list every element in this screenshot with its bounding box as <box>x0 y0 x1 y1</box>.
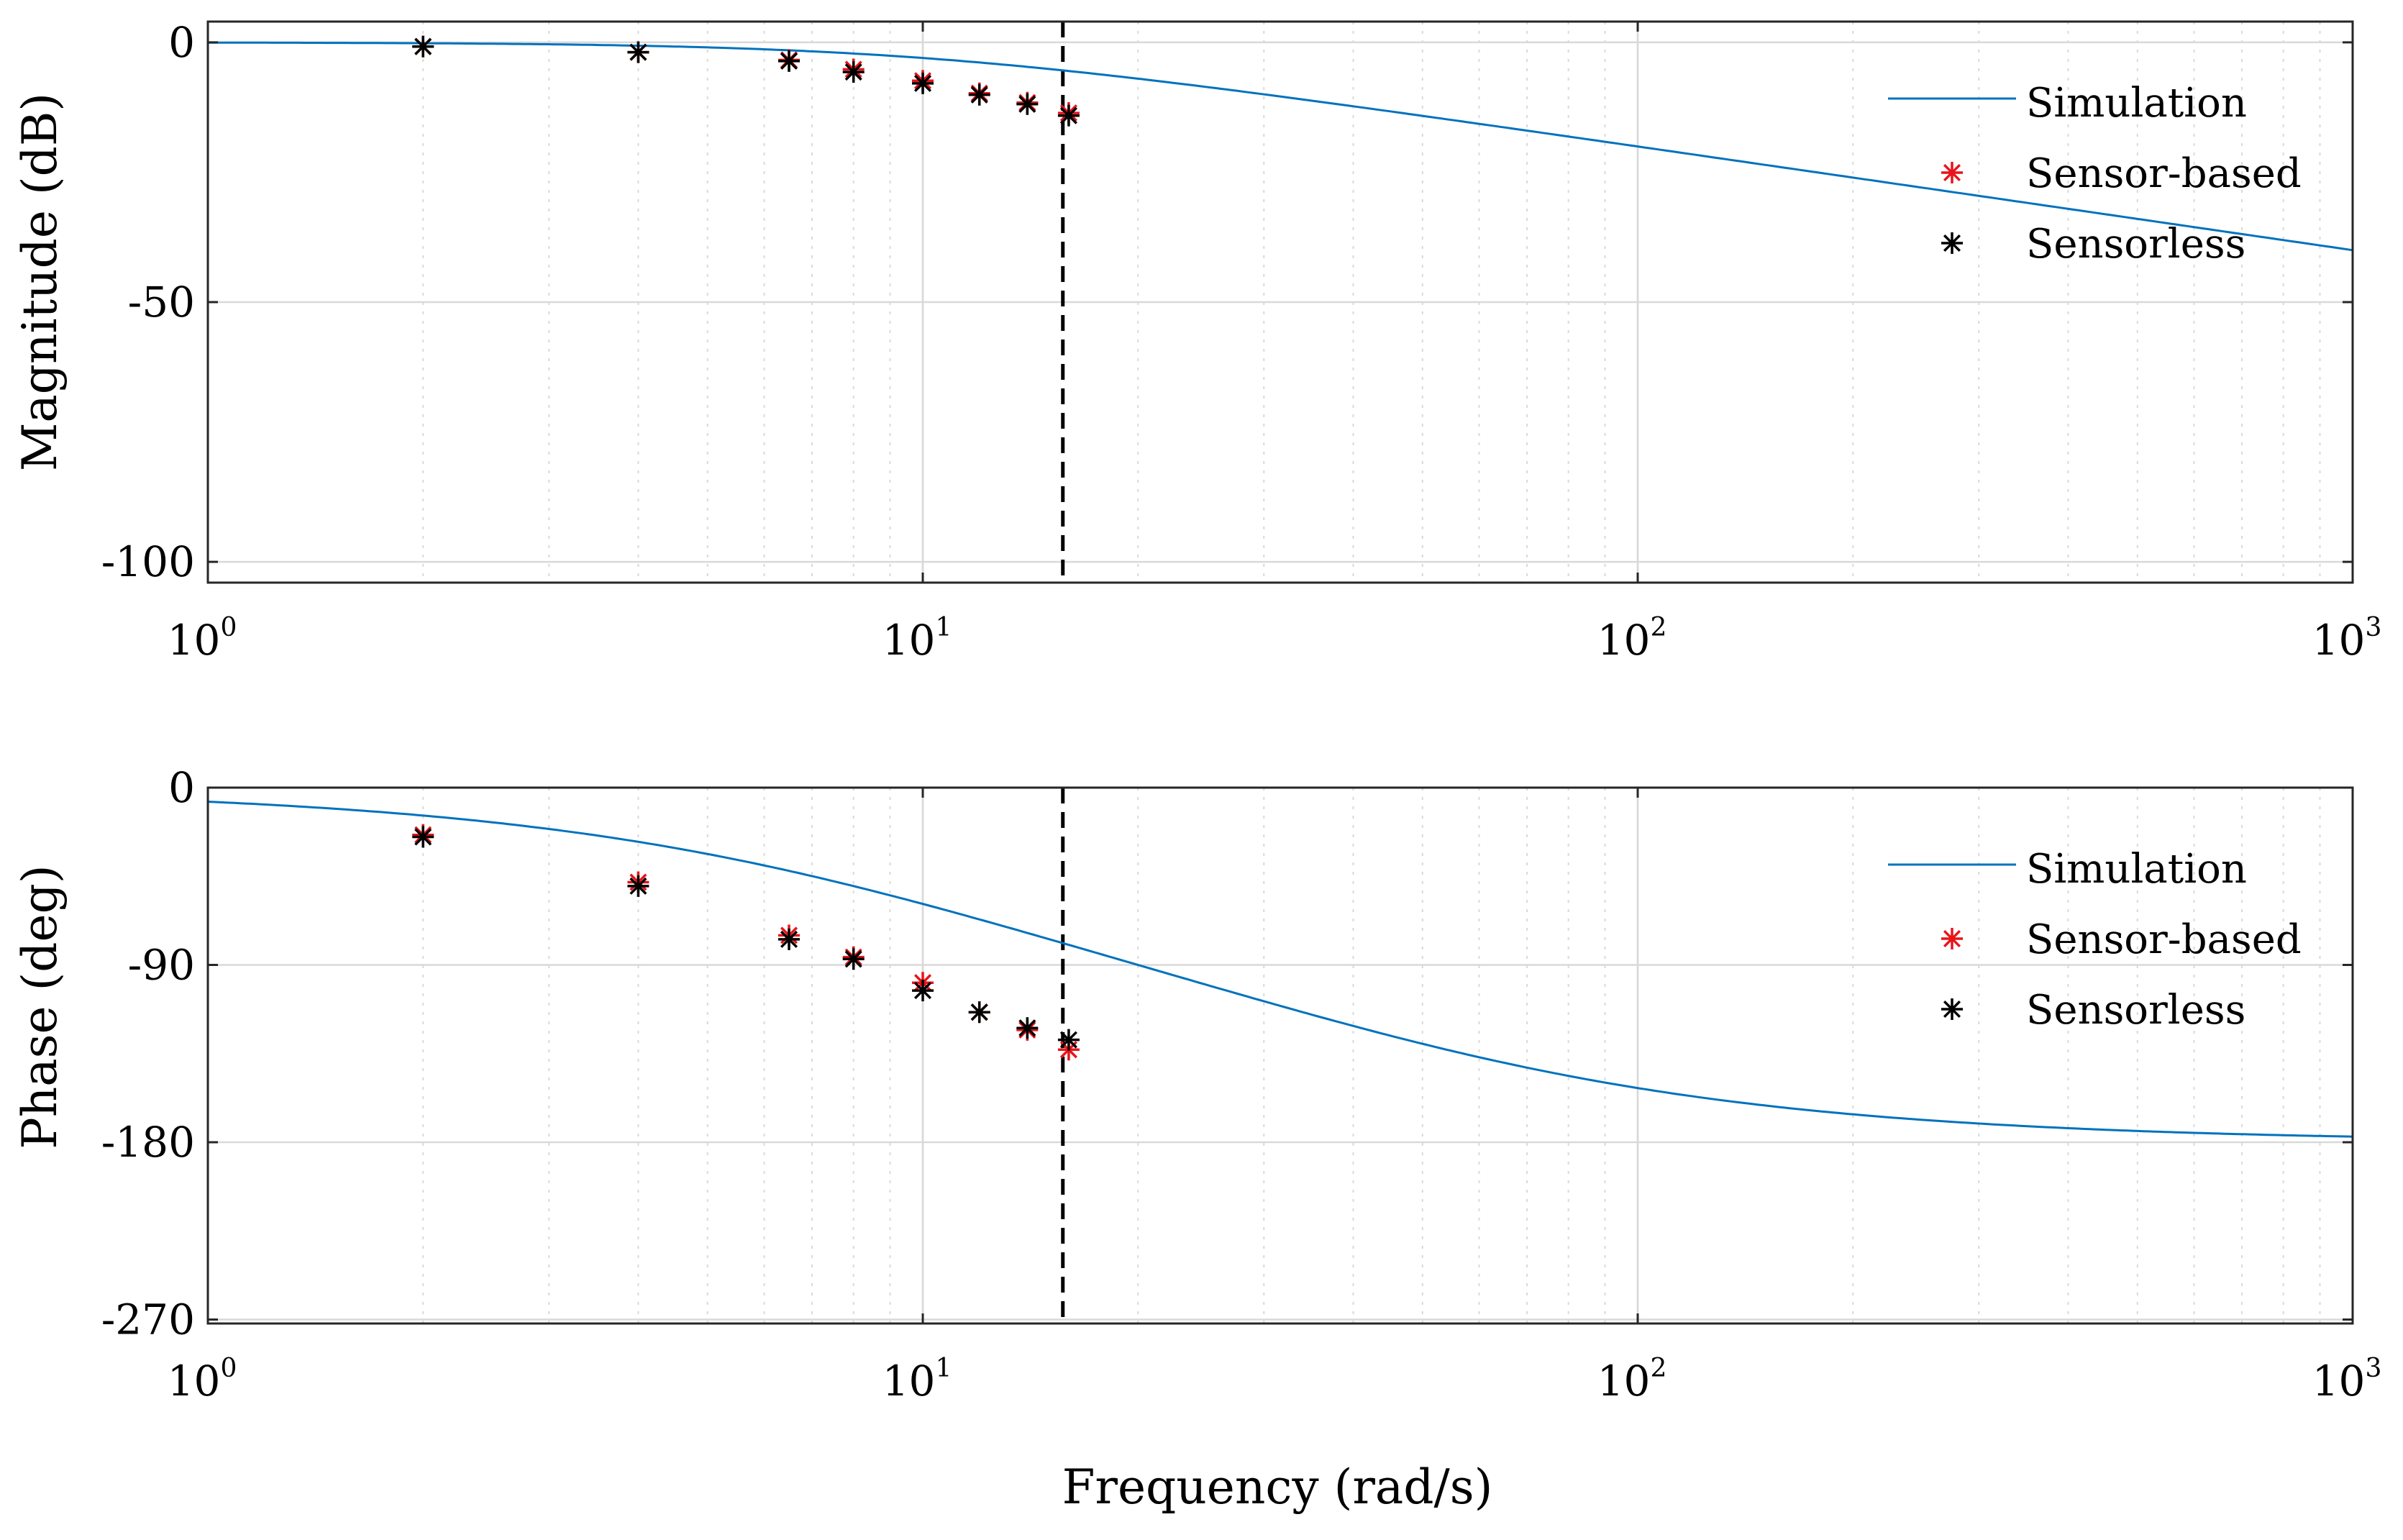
magnitude-markers <box>412 35 1080 127</box>
magnitude-grid <box>208 22 2353 583</box>
phase-y-axis-label: Phase (deg) <box>12 865 68 1149</box>
magnitude-y-tick-label: 0 <box>168 18 195 67</box>
magnitude-x-tick-base: 10 <box>168 616 221 665</box>
phase-x-tick-base: 10 <box>168 1357 221 1405</box>
phase-sensorless-point <box>627 875 649 897</box>
magnitude-x-tick-label: 103 <box>2312 613 2382 665</box>
magnitude-sensorless-point <box>778 50 800 72</box>
phase-x-tick-exponent: 3 <box>2365 1354 2381 1383</box>
magnitude-y-tick-label: -100 <box>101 537 195 586</box>
magnitude-simulation-line <box>208 41 2353 252</box>
magnitude-x-tick-base: 10 <box>2312 616 2366 665</box>
phase-sensorless-point <box>842 948 865 970</box>
phase-legend-sensor-based-label: Sensor-based <box>2026 916 2302 963</box>
magnitude-legend: Simulation Sensor-based Sensorless <box>1888 80 2302 268</box>
magnitude-x-tick-exponent: 2 <box>1650 613 1666 642</box>
magnitude-sensorless-point <box>1057 104 1080 127</box>
phase-y-tick-label: -270 <box>101 1295 195 1344</box>
magnitude-x-tick-label: 102 <box>1597 613 1667 665</box>
magnitude-x-tick-exponent: 1 <box>935 613 952 642</box>
phase-sensorless-point <box>912 980 934 1002</box>
magnitude-x-tick-base: 10 <box>883 616 936 665</box>
magnitude-simulation-curve <box>208 41 2353 252</box>
magnitude-x-tick-label: 100 <box>168 613 237 665</box>
phase-legend-sensorless-label: Sensorless <box>2026 987 2245 1034</box>
magnitude-legend-sensor-based-label: Sensor-based <box>2026 150 2302 197</box>
magnitude-x-tick-exponent: 0 <box>220 613 237 642</box>
phase-legend-sensorless-swatch <box>1941 998 1963 1020</box>
magnitude-legend-sensor-based-swatch <box>1941 162 1963 183</box>
magnitude-sensorless-point <box>627 41 649 63</box>
phase-sensorless-point <box>412 826 434 848</box>
phase-legend: Simulation Sensor-based Sensorless <box>1888 846 2302 1034</box>
magnitude-legend-simulation-label: Simulation <box>2026 80 2247 127</box>
phase-sensorless-point <box>968 1001 990 1024</box>
phase-y-tick-label: -90 <box>128 941 195 990</box>
phase-x-tick-base: 10 <box>883 1357 936 1405</box>
magnitude-y-axis-label: Magnitude (dB) <box>12 93 68 471</box>
phase-y-tick-label: -180 <box>101 1118 195 1167</box>
magnitude-sensorless-point <box>912 72 934 94</box>
magnitude-x-tick-base: 10 <box>1597 616 1651 665</box>
x-axis-label: Frequency (rad/s) <box>1062 1459 1493 1515</box>
phase-simulation-curve <box>207 801 2353 1138</box>
magnitude-legend-sensorless-label: Sensorless <box>2026 221 2245 268</box>
magnitude-legend-sensorless-swatch <box>1941 232 1963 254</box>
phase-y-tick-label: 0 <box>168 763 195 812</box>
magnitude-x-tick-label: 101 <box>883 613 952 665</box>
phase-sensorless-point <box>778 928 800 950</box>
magnitude-x-tick-exponent: 3 <box>2365 613 2381 642</box>
phase-x-tick-label: 101 <box>883 1354 952 1405</box>
phase-sensorless-point <box>1016 1017 1039 1039</box>
magnitude-y-tick-label: -50 <box>128 278 195 327</box>
phase-markers <box>412 824 1080 1061</box>
phase-x-tick-label: 100 <box>168 1354 237 1405</box>
phase-x-tick-label: 102 <box>1597 1354 1667 1405</box>
phase-x-tick-base: 10 <box>1597 1357 1651 1405</box>
phase-x-tick-label: 103 <box>2312 1354 2382 1405</box>
magnitude-sensorless-point <box>968 83 990 106</box>
phase-legend-sensor-based-swatch <box>1941 928 1963 949</box>
phase-x-tick-exponent: 2 <box>1650 1354 1666 1383</box>
phase-axes-box <box>206 786 2354 1325</box>
phase-simulation-line <box>207 801 2353 1138</box>
magnitude-sensorless-point <box>412 35 434 58</box>
phase-sensorless-point <box>1057 1029 1080 1051</box>
phase-x-tick-exponent: 1 <box>935 1354 952 1383</box>
magnitude-sensorless-point <box>1016 93 1039 115</box>
phase-legend-simulation-label: Simulation <box>2026 846 2247 893</box>
phase-x-tick-base: 10 <box>2312 1357 2366 1405</box>
magnitude-sensorless-point <box>842 61 865 83</box>
phase-x-tick-exponent: 0 <box>220 1354 237 1383</box>
